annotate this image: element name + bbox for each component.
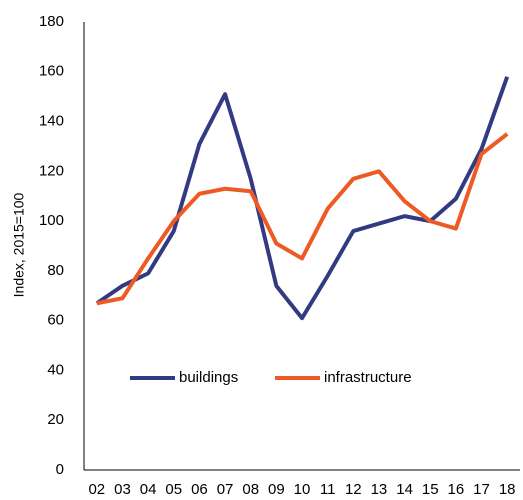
y-tick-label: 80 — [47, 262, 64, 279]
x-tick-label: 12 — [345, 481, 362, 498]
x-tick-label: 04 — [140, 481, 157, 498]
legend-label: buildings — [179, 369, 238, 386]
x-tick-label: 07 — [217, 481, 234, 498]
y-tick-label: 140 — [39, 113, 64, 130]
y-tick-label: 20 — [47, 411, 64, 428]
y-tick-label: 0 — [56, 461, 64, 478]
series-line — [96, 132, 509, 306]
x-tick-label: 09 — [268, 481, 285, 498]
x-tick-label: 18 — [499, 481, 516, 498]
x-tick-label: 03 — [114, 481, 131, 498]
x-tick-label: 13 — [371, 481, 388, 498]
y-tick-label: 60 — [47, 312, 64, 329]
legend-label: infrastructure — [324, 369, 412, 386]
x-tick-label: 05 — [165, 481, 182, 498]
y-tick-label: 40 — [47, 361, 64, 378]
y-tick-label: 180 — [39, 13, 64, 30]
x-tick-label: 14 — [396, 481, 413, 498]
x-tick-label: 15 — [422, 481, 439, 498]
x-tick-label: 16 — [448, 481, 465, 498]
x-tick-label: 11 — [320, 481, 336, 498]
series-line — [95, 76, 510, 321]
y-tick-label: 160 — [39, 63, 64, 80]
x-tick-label: 17 — [473, 481, 490, 498]
x-tick-label: 06 — [191, 481, 208, 498]
y-tick-label: 100 — [39, 212, 64, 229]
x-tick-label: 08 — [242, 481, 259, 498]
x-tick-label: 02 — [88, 481, 105, 498]
x-tick-label: 10 — [294, 481, 311, 498]
y-axis-title: Index, 2015=100 — [11, 192, 27, 297]
y-tick-label: 120 — [39, 162, 64, 179]
